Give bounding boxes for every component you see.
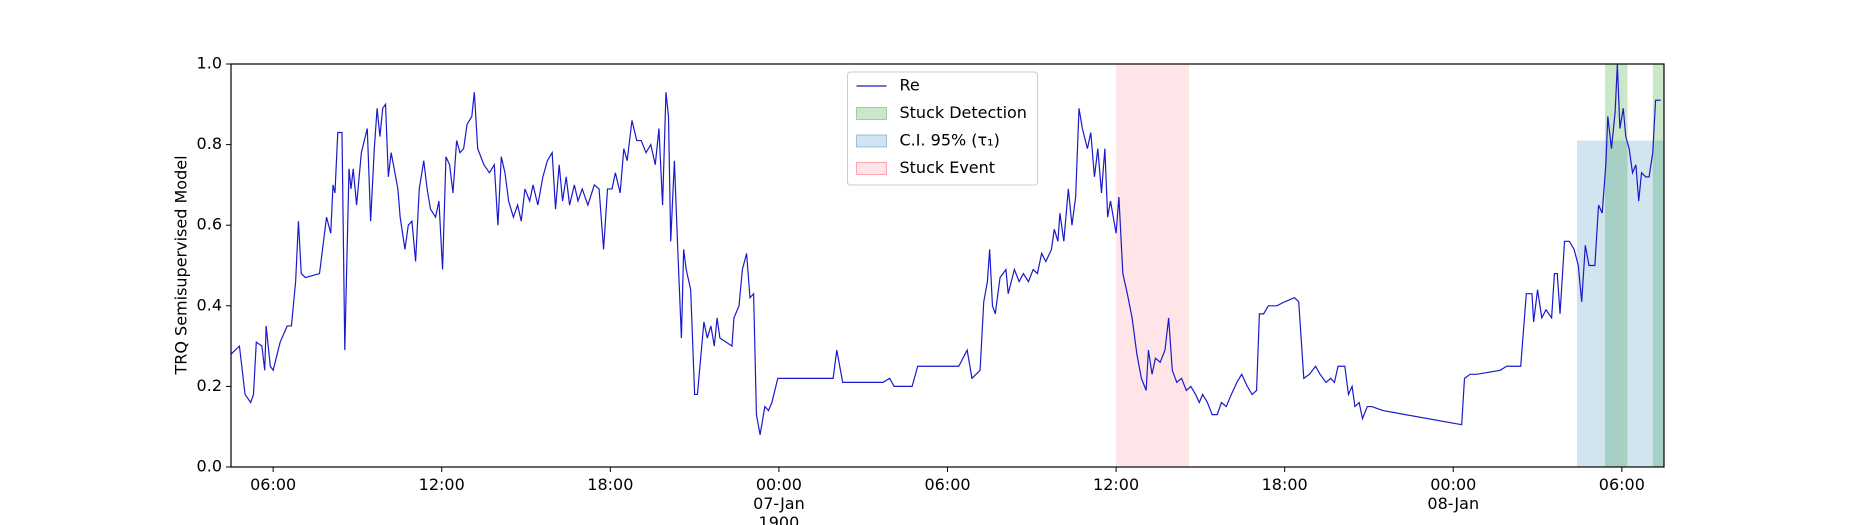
legend-label: Stuck Detection: [900, 103, 1027, 122]
data-line: [230, 63, 1661, 435]
span: [1576, 140, 1664, 467]
x-tick-label: 00:00 07-Jan 1900: [753, 475, 805, 525]
legend-patch: [856, 162, 887, 175]
y-tick-label: 1.0: [197, 54, 222, 73]
x-tick-label: 12:00: [419, 475, 465, 494]
span: [1604, 64, 1628, 467]
x-tick-label: 06:00: [250, 475, 296, 494]
span: [1652, 64, 1664, 467]
legend-label: C.I. 95% (τ₁): [900, 131, 1000, 150]
legend-box: [847, 71, 1038, 186]
legend-patch: [856, 107, 887, 120]
y-axis-label: TRQ Semisupervised Model: [172, 155, 191, 375]
x-tick-label: 00:00 08-Jan: [1427, 475, 1479, 513]
x-tick-label: 12:00: [1093, 475, 1139, 494]
y-tick-label: 0.0: [197, 457, 222, 476]
legend-patch: [856, 134, 887, 148]
y-tick-label: 0.6: [197, 215, 222, 234]
x-tick-label: 06:00: [1599, 475, 1645, 494]
y-tick-label: 0.4: [197, 295, 222, 314]
x-tick-label: 18:00: [587, 475, 633, 494]
y-tick-label: 0.2: [197, 376, 222, 395]
x-tick-label: 06:00: [924, 475, 970, 494]
x-tick-label: 18:00: [1262, 475, 1308, 494]
span: [1116, 64, 1190, 467]
legend-label: Stuck Event: [900, 158, 996, 177]
legend-label: Re: [900, 76, 920, 95]
y-tick-label: 0.8: [197, 134, 222, 153]
